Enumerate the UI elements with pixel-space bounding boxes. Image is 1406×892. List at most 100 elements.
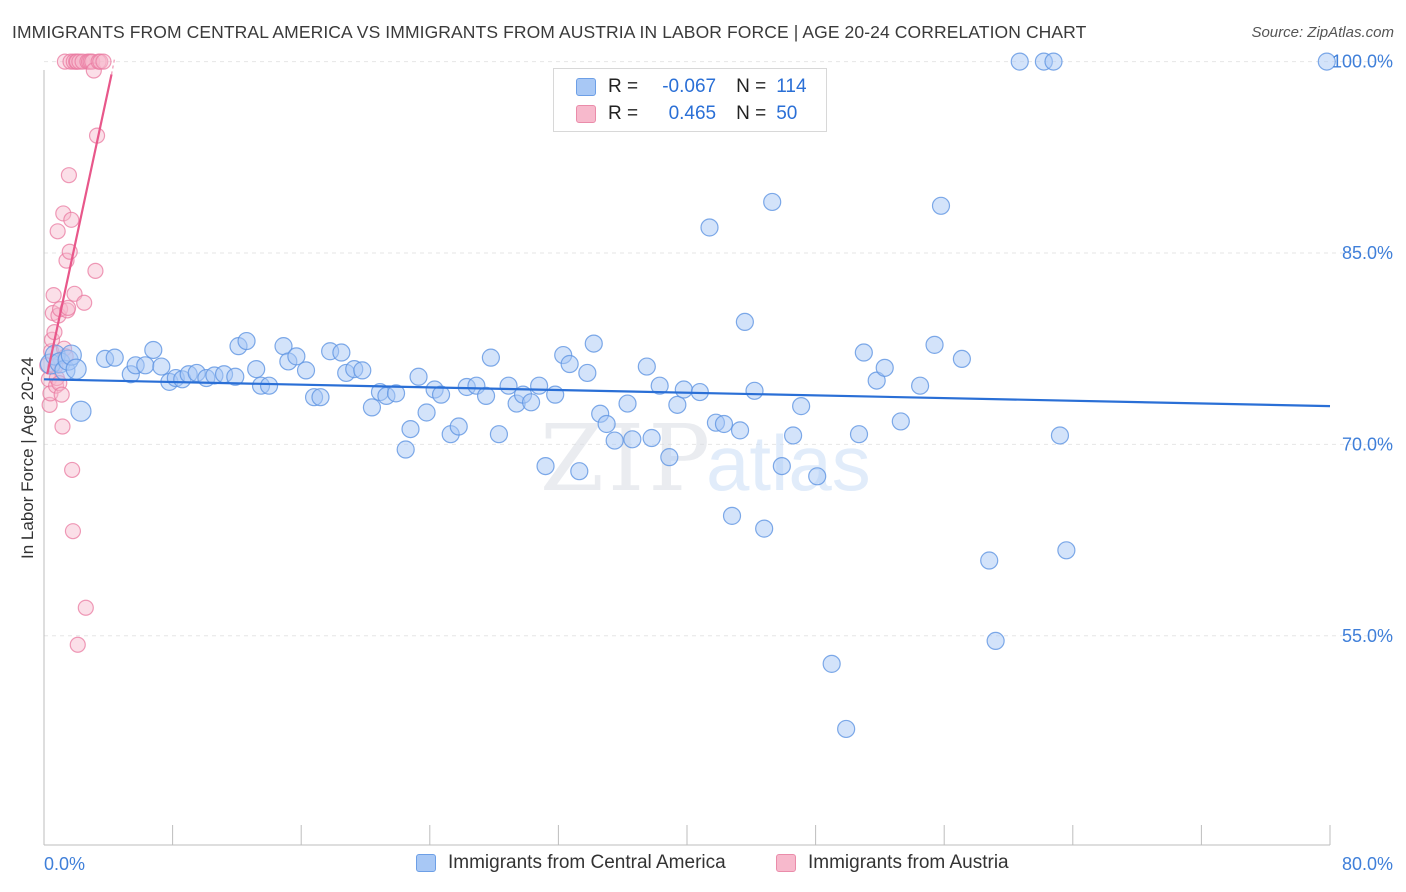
legend-r-label: R = [608,103,639,124]
data-point-central-america [925,335,944,354]
legend-row-central-america: R = -0.067 N = 114 [576,75,807,99]
data-point-central-america [259,376,279,395]
chart-title: IMMIGRANTS FROM CENTRAL AMERICA VS IMMIG… [12,22,1087,42]
data-point-austria [95,53,112,70]
data-point-central-america [584,334,603,353]
data-point-central-america [136,356,155,375]
y-tick-label: 100.0% [1332,52,1393,72]
data-point-central-america [386,384,406,403]
data-point-central-america [618,394,637,413]
data-point-austria [53,386,70,403]
legend-swatch-pink [776,854,796,872]
data-point-austria [54,418,71,435]
x-tick-label-min: 0.0% [44,854,85,874]
data-point-central-america [287,347,306,366]
data-point-central-america [570,462,589,481]
data-point-central-america [637,357,656,376]
data-point-central-america [660,448,679,467]
series-central-america-points [39,52,1336,739]
data-point-austria [60,167,78,184]
legend-r-value: -0.067 [662,76,717,97]
data-point-central-america [396,440,415,459]
data-point-central-america [763,192,782,212]
data-point-central-america [144,340,163,360]
data-point-central-america [772,456,791,476]
trend-line-austria-extension [110,57,116,75]
legend-n-label: N = [736,76,767,97]
legend-item-central-america: Immigrants from Central America [416,852,726,874]
data-point-austria [64,523,82,540]
data-point-central-america [849,425,869,444]
data-point-central-america [735,312,754,332]
data-point-central-america [1317,52,1336,71]
data-point-central-america [521,393,541,412]
legend-n-label: N = [736,103,767,124]
data-point-central-america [530,376,549,395]
data-point-central-america [311,388,330,407]
data-point-central-america [65,358,87,380]
watermark-zip: ZIP [540,405,714,512]
series-legend: Immigrants from Central America Immigran… [0,852,1406,878]
data-point-central-america [891,412,910,431]
grid-lines [44,61,1392,637]
data-point-central-america [875,358,894,377]
data-point-central-america [353,361,372,380]
axes [43,70,1331,846]
data-point-austria [63,211,80,228]
data-point-central-america [489,425,509,444]
data-point-central-america [578,363,597,383]
data-point-central-america [854,343,873,362]
x-tick-labels: 0.0% 80.0% [44,854,1393,874]
trend-line-central-america [43,378,1331,408]
data-point-central-america [722,506,742,525]
data-point-central-america [401,419,420,439]
data-point-central-america [1010,52,1029,71]
data-point-central-america [1057,541,1076,560]
legend-r-value: 0.465 [668,103,717,124]
y-tick-label: 70.0% [1342,434,1393,454]
data-point-central-america [668,395,687,414]
data-point-central-america [730,421,750,440]
data-point-central-america [70,400,92,422]
data-point-central-america [247,360,266,379]
data-point-austria [49,223,66,240]
y-tick-labels: 55.0% 70.0% 85.0% 100.0% [1332,52,1393,646]
data-point-central-america [910,376,930,395]
legend-label-central-america: Immigrants from Central America [448,852,726,873]
data-point-austria [87,262,104,279]
data-point-austria [55,205,72,222]
y-axis-label: In Labor Force | Age 20-24 [18,357,37,559]
legend-swatch-blue [576,78,596,96]
trend-line-austria [46,74,113,375]
data-point-central-america [931,196,951,215]
legend-swatch-blue [416,854,436,872]
legend-swatch-pink [576,105,596,123]
data-point-central-america [605,431,624,450]
x-tick-label-max: 80.0% [1342,854,1393,874]
data-point-central-america [105,348,124,367]
correlation-legend: R = -0.067 N = 114 R = 0.465 N = 50 [553,68,827,132]
data-point-austria [41,396,58,413]
data-point-central-america [714,414,734,434]
data-point-central-america [822,654,841,673]
y-tick-label: 85.0% [1342,243,1393,263]
data-point-central-america [417,403,436,422]
data-point-central-america [431,385,451,404]
data-point-central-america [986,631,1005,651]
data-point-austria [64,461,81,479]
watermark: ZIP atlas [540,405,871,512]
data-point-central-america [808,467,827,486]
data-point-central-america [481,348,500,367]
series-austria-points [39,53,112,653]
data-point-central-america [546,385,565,404]
y-tick-label: 55.0% [1342,626,1393,646]
data-point-central-america [792,397,811,416]
data-point-central-america [745,381,764,400]
legend-n-value: 114 [776,76,807,97]
data-point-central-america [623,430,642,449]
data-point-central-america [952,349,971,369]
data-point-central-america [597,414,616,434]
data-point-central-america [237,331,256,351]
data-point-austria [76,294,93,311]
source-credit: Source: ZipAtlas.com [1251,24,1394,41]
